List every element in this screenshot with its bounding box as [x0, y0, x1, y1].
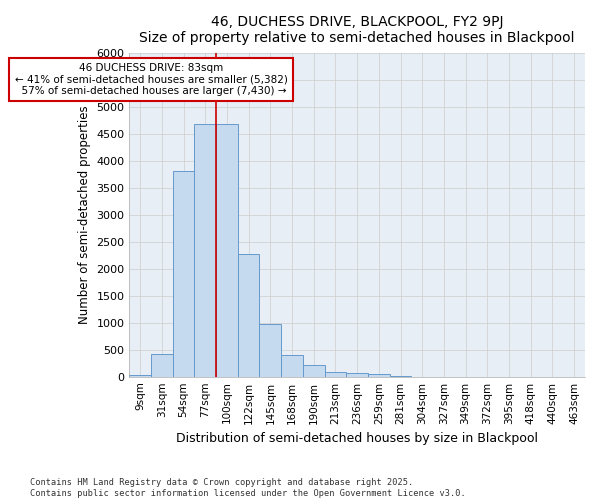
Bar [151, 354, 173, 376]
Bar [194, 124, 216, 376]
Text: Contains HM Land Registry data © Crown copyright and database right 2025.
Contai: Contains HM Land Registry data © Crown c… [30, 478, 466, 498]
Bar [259, 324, 281, 376]
Bar [216, 124, 238, 376]
Text: 46 DUCHESS DRIVE: 83sqm
← 41% of semi-detached houses are smaller (5,382)
  57% : 46 DUCHESS DRIVE: 83sqm ← 41% of semi-de… [14, 63, 287, 96]
Bar [346, 373, 368, 376]
Bar [238, 254, 259, 376]
Bar [368, 374, 389, 376]
Bar [129, 374, 151, 376]
Bar [281, 354, 303, 376]
Bar [303, 365, 325, 376]
Bar [325, 372, 346, 376]
Title: 46, DUCHESS DRIVE, BLACKPOOL, FY2 9PJ
Size of property relative to semi-detached: 46, DUCHESS DRIVE, BLACKPOOL, FY2 9PJ Si… [139, 15, 575, 45]
Y-axis label: Number of semi-detached properties: Number of semi-detached properties [78, 106, 91, 324]
Bar [173, 171, 194, 376]
X-axis label: Distribution of semi-detached houses by size in Blackpool: Distribution of semi-detached houses by … [176, 432, 538, 445]
